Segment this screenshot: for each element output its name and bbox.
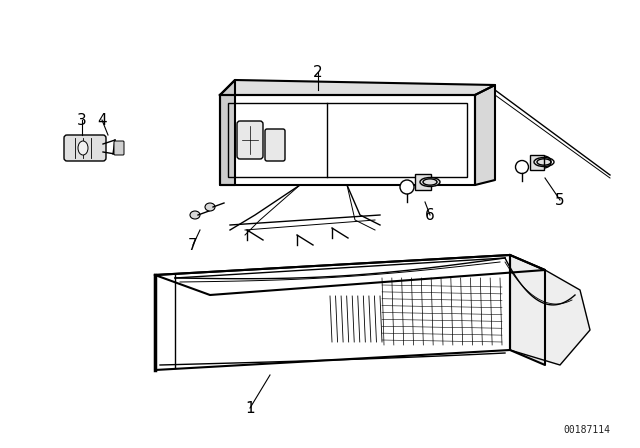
Polygon shape (220, 95, 475, 185)
Polygon shape (155, 255, 510, 370)
Text: 4: 4 (97, 112, 107, 128)
Polygon shape (510, 255, 590, 365)
Ellipse shape (537, 156, 551, 168)
Text: 7: 7 (188, 237, 198, 253)
Ellipse shape (420, 177, 440, 186)
FancyBboxPatch shape (530, 155, 544, 170)
FancyBboxPatch shape (64, 135, 106, 161)
Text: 5: 5 (555, 193, 565, 207)
Text: 3: 3 (77, 112, 87, 128)
Bar (228, 103, 467, 177)
Polygon shape (220, 80, 235, 185)
Polygon shape (220, 80, 495, 95)
FancyBboxPatch shape (415, 174, 431, 190)
Ellipse shape (515, 160, 529, 173)
Polygon shape (475, 85, 495, 185)
Text: 2: 2 (313, 65, 323, 79)
Text: 00187114: 00187114 (563, 425, 610, 435)
Ellipse shape (78, 141, 88, 155)
Ellipse shape (400, 180, 414, 194)
FancyBboxPatch shape (114, 141, 124, 155)
Text: 1: 1 (245, 401, 255, 415)
Ellipse shape (190, 211, 200, 219)
Text: 6: 6 (425, 207, 435, 223)
Polygon shape (510, 255, 545, 365)
FancyBboxPatch shape (265, 129, 285, 161)
Polygon shape (155, 255, 545, 295)
Ellipse shape (205, 203, 215, 211)
FancyBboxPatch shape (237, 121, 263, 159)
